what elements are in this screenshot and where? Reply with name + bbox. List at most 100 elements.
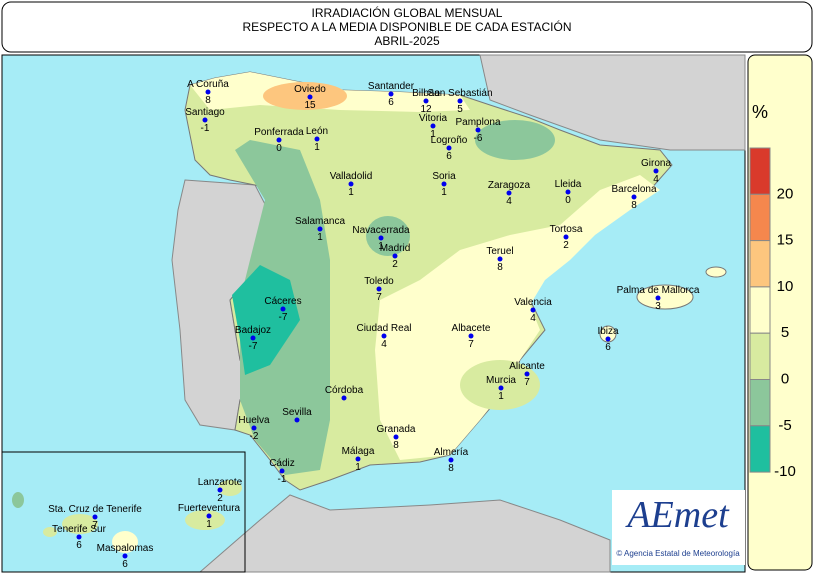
station-name: Valencia	[514, 297, 552, 308]
legend-swatch	[749, 193, 771, 242]
station-dot	[392, 253, 398, 259]
station-name: Pamplona	[455, 117, 500, 128]
station-dot	[446, 145, 452, 151]
station-name: Murcia	[486, 375, 516, 386]
station-dot	[497, 256, 503, 262]
title-line: RESPECTO A LA MEDIA DISPONIBLE DE CADA E…	[243, 19, 572, 34]
station-value: 8	[205, 95, 211, 106]
island	[599, 325, 617, 343]
station-name: San Sebastián	[427, 88, 492, 99]
station-value: 8	[497, 262, 503, 273]
station-dot	[294, 417, 300, 423]
legend-tick-label: 20	[777, 185, 794, 202]
station-dot	[498, 385, 504, 391]
station-value: 6	[446, 151, 452, 162]
station-name: Tenerife Sur	[52, 524, 107, 535]
title: IRRADIACIÓN GLOBAL MENSUAL RESPECTO A LA…	[243, 5, 572, 48]
station-dot	[388, 91, 394, 97]
station-value: 6	[122, 559, 128, 570]
station-name: Cáceres	[264, 296, 301, 307]
station-value: 5	[457, 104, 463, 115]
station-dot	[76, 534, 82, 540]
station-dot	[376, 286, 382, 292]
station-value: 8	[393, 440, 399, 451]
station-dot	[205, 89, 211, 95]
station-dot	[563, 234, 569, 240]
station-dot	[279, 468, 285, 474]
station-name: Santiago	[185, 107, 225, 118]
station-name: Ciudad Real	[356, 323, 411, 334]
station-dot	[251, 425, 257, 431]
station-value: 1	[430, 129, 436, 140]
legend-swatch	[749, 147, 771, 195]
station-value: 2	[392, 259, 398, 270]
legend-tick-label: 15	[777, 232, 794, 249]
station-value: -6	[474, 133, 483, 144]
station-name: Navacerrada	[352, 225, 410, 236]
legend-unit: %	[752, 102, 768, 122]
station-name: Badajoz	[235, 325, 271, 336]
island	[185, 510, 225, 530]
station-value: 6	[605, 342, 611, 353]
station-value: -7	[249, 341, 258, 352]
station-value: 6	[76, 540, 82, 551]
station-value: 1	[441, 187, 447, 198]
station-name: León	[306, 126, 328, 137]
station-name: Santander	[368, 81, 415, 92]
logo: AEmet	[624, 494, 730, 536]
station-dot	[506, 190, 512, 196]
island	[12, 492, 24, 508]
station-value: 4	[653, 174, 659, 185]
station-value: -2	[250, 431, 259, 442]
station-name: Bilbao	[412, 88, 440, 99]
station-dot	[441, 181, 447, 187]
island	[218, 480, 242, 496]
station-value: 3	[655, 301, 661, 312]
legend-swatch	[749, 286, 771, 334]
station-value: 7	[468, 339, 474, 350]
station-value: 1	[206, 519, 212, 530]
station-name: Córdoba	[325, 385, 364, 396]
station-dot	[280, 306, 286, 312]
station-value: 7	[376, 292, 382, 303]
station-value: 0	[276, 143, 282, 154]
island	[636, 284, 694, 310]
legend-tick-label: 5	[781, 324, 789, 341]
station-value: 6	[388, 97, 394, 108]
station-dot	[202, 117, 208, 123]
station-dot	[457, 98, 463, 104]
station-dot	[430, 123, 436, 129]
station-dot	[605, 336, 611, 342]
logo-caption: © Agencia Estatal de Meteorología	[616, 549, 740, 558]
station-dot	[653, 168, 659, 174]
station-value: 4	[381, 339, 387, 350]
station-dot	[393, 434, 399, 440]
canary-inset	[1, 451, 246, 573]
station-name: Teruel	[486, 246, 513, 257]
title-line: ABRIL-2025	[374, 34, 440, 48]
station-dot	[122, 553, 128, 559]
station-value: 7	[92, 520, 98, 531]
zone-10-15	[263, 82, 347, 110]
station-value: 15	[304, 100, 316, 111]
station-value: 2	[217, 493, 223, 504]
station-dot	[317, 226, 323, 232]
legend-swatch	[749, 240, 771, 288]
station-value: 1	[317, 232, 323, 243]
station-value: 4	[530, 313, 536, 324]
island	[62, 514, 98, 534]
station-dot	[250, 335, 256, 341]
station-dot	[92, 514, 98, 520]
station-name: Zaragoza	[488, 180, 531, 191]
station-dot	[341, 395, 347, 401]
station-dot	[378, 235, 384, 241]
legend-tick-label: 10	[777, 278, 794, 295]
legend-tick-label: 0	[781, 371, 789, 388]
legend-swatch	[749, 379, 771, 427]
station-value: 7	[524, 377, 530, 388]
station-dot	[314, 136, 320, 142]
station-name: Málaga	[342, 446, 375, 457]
station-value: -1	[201, 123, 210, 134]
station-name: Lanzarote	[198, 477, 243, 488]
